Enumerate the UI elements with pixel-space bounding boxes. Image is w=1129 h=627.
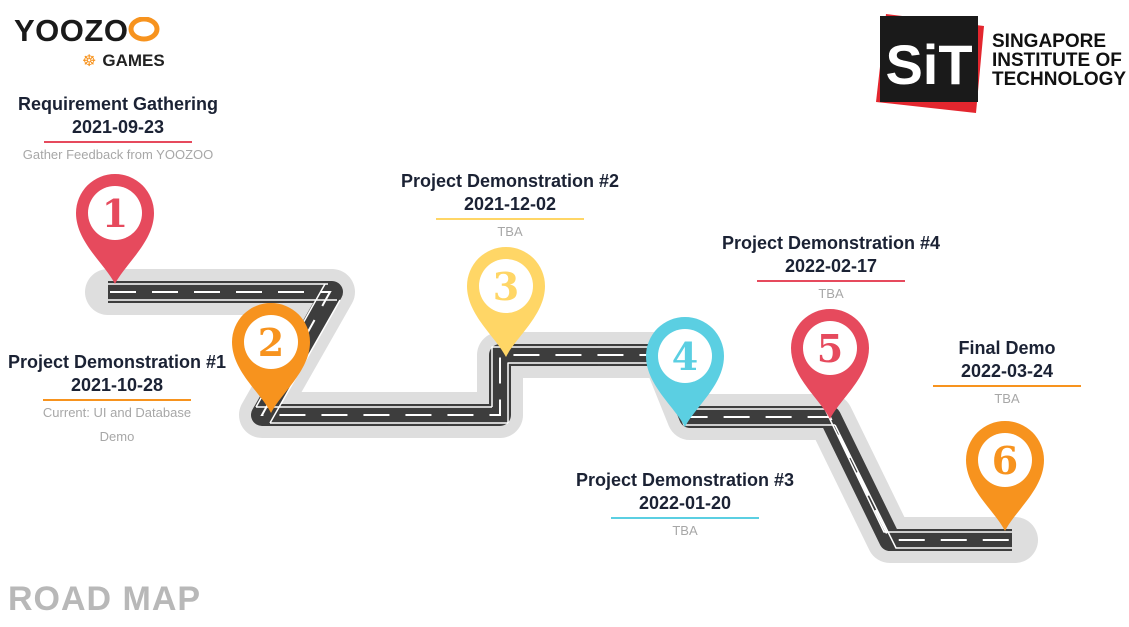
milestone-desc: TBA bbox=[994, 391, 1020, 406]
milestone-2: Project Demonstration #1 2021-10-28 Curr… bbox=[0, 351, 234, 449]
sit-name-line: INSTITUTE OF bbox=[992, 50, 1122, 71]
pin-number: 1 bbox=[102, 191, 128, 236]
milestone-6: Final Demo 2022-03-24 TBA bbox=[907, 337, 1107, 411]
pin-4: 4 bbox=[646, 317, 724, 427]
pin-1: 1 bbox=[76, 174, 154, 284]
milestone-title: Requirement Gathering bbox=[17, 94, 219, 114]
milestone-title: Project Demonstration #1 bbox=[7, 352, 227, 372]
milestone-3: Project Demonstration #2 2021-12-02 TBA bbox=[390, 170, 630, 244]
pin-6: 6 bbox=[966, 421, 1044, 531]
page-title: ROAD MAP bbox=[8, 580, 202, 618]
milestone-underline bbox=[43, 399, 191, 401]
milestone-desc: TBA bbox=[497, 224, 523, 239]
milestone-desc: TBA bbox=[672, 523, 698, 538]
milestone-date: 2021-10-28 bbox=[70, 375, 164, 395]
pin-5: 5 bbox=[791, 309, 869, 419]
sit-name: SINGAPORE INSTITUTE OF TECHNOLOGY bbox=[992, 32, 1126, 89]
yoozoo-wordmark: YOOZO bbox=[14, 13, 129, 48]
sit-logo: SiT bbox=[872, 6, 990, 121]
milestone-underline bbox=[611, 517, 759, 519]
milestone-desc: Current: UI and Database bbox=[42, 405, 192, 420]
yoozoo-o-icon bbox=[128, 16, 160, 42]
milestone-underline bbox=[757, 280, 905, 282]
milestone-4: Project Demonstration #3 2022-01-20 TBA bbox=[565, 469, 805, 543]
milestone-title: Project Demonstration #3 bbox=[575, 470, 795, 490]
pin-number: 5 bbox=[817, 326, 843, 371]
milestone-underline bbox=[933, 385, 1081, 387]
milestone-title: Project Demonstration #2 bbox=[400, 171, 620, 191]
milestone-underline bbox=[436, 218, 584, 220]
milestone-date: 2022-02-17 bbox=[784, 256, 878, 276]
pin-number: 2 bbox=[258, 320, 284, 365]
milestone-date: 2022-01-20 bbox=[638, 493, 732, 513]
pin-2: 2 bbox=[232, 303, 310, 413]
paw-icon: ☸ bbox=[82, 53, 97, 70]
pin-number: 4 bbox=[672, 334, 698, 379]
milestone-date: 2021-12-02 bbox=[463, 194, 557, 214]
milestone-date: 2021-09-23 bbox=[71, 117, 165, 137]
sit-name-line: SINGAPORE bbox=[992, 31, 1107, 52]
milestone-title: Project Demonstration #4 bbox=[721, 233, 941, 253]
milestone-desc: Gather Feedback from YOOZOO bbox=[22, 147, 214, 162]
milestone-title: Final Demo bbox=[958, 338, 1056, 358]
sit-mark-text: SiT bbox=[885, 33, 972, 96]
pin-number: 3 bbox=[493, 264, 519, 309]
yoozoo-logo: YOOZO bbox=[14, 14, 160, 48]
games-text: GAMES bbox=[102, 51, 165, 70]
milestone-1: Requirement Gathering 2021-09-23 Gather … bbox=[0, 93, 236, 167]
yoozoo-games-label: ☸ GAMES bbox=[82, 51, 165, 71]
pin-number: 6 bbox=[992, 438, 1018, 483]
milestone-desc: Demo bbox=[99, 429, 135, 444]
sit-emblem: SiT bbox=[876, 14, 984, 113]
road-center-dashes bbox=[110, 291, 1010, 541]
milestone-date: 2022-03-24 bbox=[960, 361, 1054, 381]
milestone-underline bbox=[44, 141, 192, 143]
milestone-5: Project Demonstration #4 2022-02-17 TBA bbox=[710, 232, 952, 306]
sit-name-line: TECHNOLOGY bbox=[992, 69, 1127, 90]
pin-3: 3 bbox=[467, 247, 545, 357]
milestone-desc: TBA bbox=[818, 286, 844, 301]
